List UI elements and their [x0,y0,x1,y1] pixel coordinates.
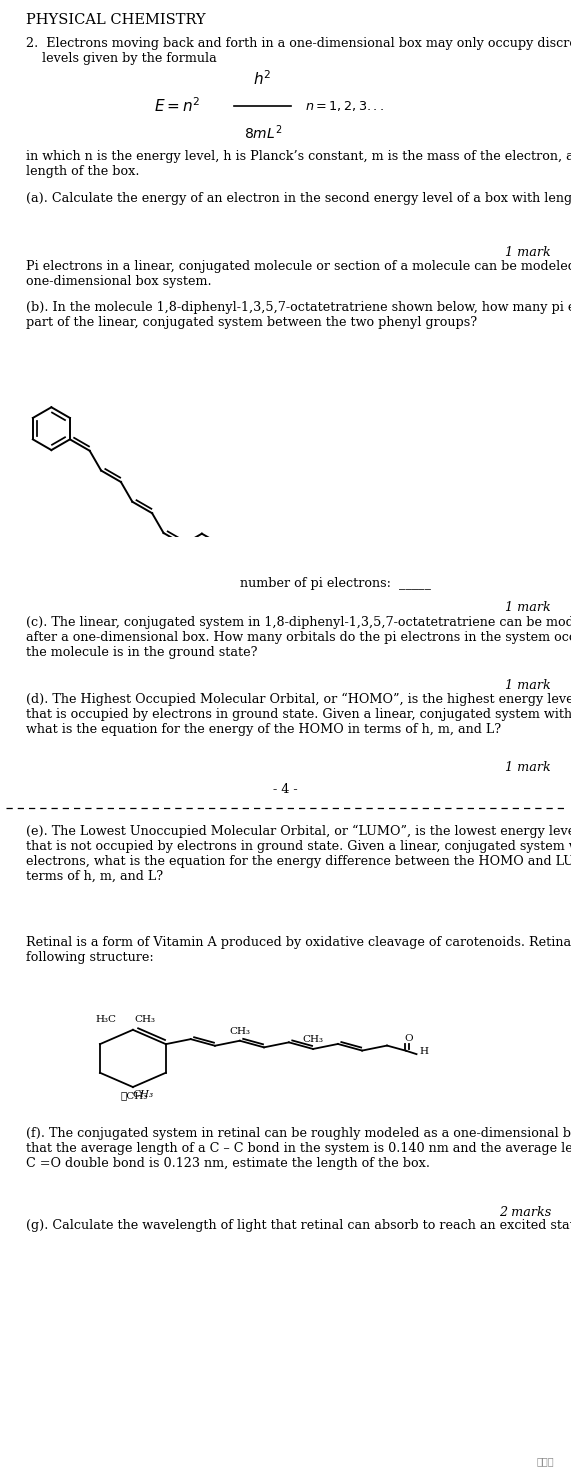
Text: in which n is the energy level, h is Planck’s constant, m is the mass of the ele: in which n is the energy level, h is Pla… [26,150,571,178]
Text: - 4 -: - 4 - [273,783,298,797]
Text: $8mL^2$: $8mL^2$ [244,123,282,142]
Text: 微涡云: 微涡云 [536,1457,554,1466]
Text: 2.  Electrons moving back and forth in a one-dimensional box may only occupy dis: 2. Electrons moving back and forth in a … [26,37,571,65]
Text: (e). The Lowest Unoccupied Molecular Orbital, or “LUMO”, is the lowest energy le: (e). The Lowest Unoccupied Molecular Orb… [26,824,571,883]
Text: 2 marks: 2 marks [498,1206,551,1219]
Text: CH₃: CH₃ [230,1027,250,1036]
Text: 1 mark: 1 mark [505,246,551,260]
Text: 1 mark: 1 mark [505,679,551,692]
Text: CH₃: CH₃ [133,1090,154,1099]
Text: (f). The conjugated system in retinal can be roughly modeled as a one-dimensiona: (f). The conjugated system in retinal ca… [26,1127,571,1169]
Text: H: H [420,1047,428,1056]
Text: (a). Calculate the energy of an electron in the second energy level of a box wit: (a). Calculate the energy of an electron… [26,192,571,205]
Text: 1 mark: 1 mark [505,601,551,615]
Text: ˏCH₃: ˏCH₃ [120,1091,148,1100]
Text: Retinal is a form of Vitamin A produced by oxidative cleavage of carotenoids. Re: Retinal is a form of Vitamin A produced … [26,936,571,964]
Text: 1 mark: 1 mark [505,761,551,775]
Text: number of pi electrons:  _____: number of pi electrons: _____ [240,577,431,590]
Text: O: O [404,1034,413,1043]
Text: (b). In the molecule 1,8-diphenyl-1,3,5,7-octatetratriene shown below, how many : (b). In the molecule 1,8-diphenyl-1,3,5,… [26,301,571,329]
Text: CH₃: CH₃ [303,1036,324,1045]
Text: $n = 1, 2, 3...$: $n = 1, 2, 3...$ [305,98,384,113]
Text: Pi electrons in a linear, conjugated molecule or section of a molecule can be mo: Pi electrons in a linear, conjugated mol… [26,260,571,288]
Text: $h^2$: $h^2$ [254,69,272,88]
Text: (c). The linear, conjugated system in 1,8-diphenyl-1,3,5,7-octatetratriene can b: (c). The linear, conjugated system in 1,… [26,616,571,659]
Text: H₃C: H₃C [96,1015,117,1024]
Text: $E = n^2$: $E = n^2$ [154,97,200,114]
Text: (g). Calculate the wavelength of light that retinal can absorb to reach an excit: (g). Calculate the wavelength of light t… [26,1219,571,1232]
Text: (d). The Highest Occupied Molecular Orbital, or “HOMO”, is the highest energy le: (d). The Highest Occupied Molecular Orbi… [26,692,571,735]
Text: CH₃: CH₃ [134,1015,155,1024]
Text: PHYSICAL CHEMISTRY: PHYSICAL CHEMISTRY [26,13,206,28]
